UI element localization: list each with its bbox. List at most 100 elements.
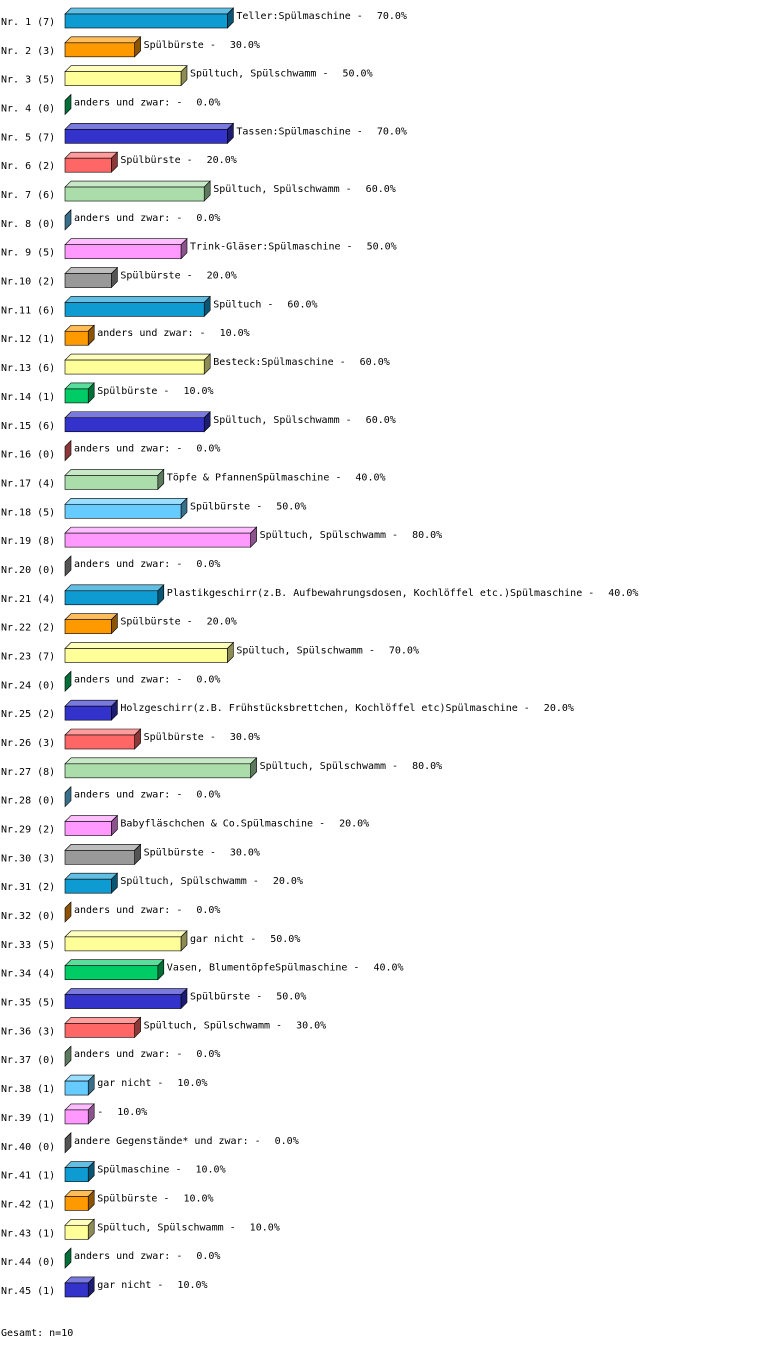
bar-label: anders und zwar: - 0.0% (74, 213, 220, 224)
bar-label-text: Trink-Gläser:Spülmaschine - (190, 242, 353, 253)
bar-label-text: Holzgeschirr(z.B. Frühstücksbrettchen, K… (120, 703, 529, 714)
value-label: 0.0% (196, 98, 220, 109)
bar-label-text: Spültuch, Spülschwamm - (260, 530, 398, 541)
value-label: 20.0% (207, 617, 237, 628)
bar-top (64, 151, 119, 159)
bar-label: Spülbürste - 20.0% (120, 155, 236, 166)
bar-label: anders und zwar: - 0.0% (74, 98, 220, 109)
value-label: 0.0% (196, 674, 220, 685)
bar-top (64, 584, 165, 592)
bar-label: Spültuch, Spülschwamm - 60.0% (213, 184, 396, 195)
value-label: 10.0% (183, 386, 213, 397)
value-label: 50.0% (276, 992, 306, 1003)
value-label: 70.0% (377, 126, 407, 137)
bar (64, 590, 159, 606)
bar-label-text: Tassen:Spülmaschine - (236, 126, 362, 137)
bar-label-text: anders und zwar: - (74, 790, 182, 801)
value-label: 10.0% (250, 1222, 280, 1233)
bar (64, 648, 228, 663)
bar-label-text: Spülmaschine - (97, 1165, 181, 1176)
value-label: 10.0% (220, 328, 250, 339)
value-label: 0.0% (196, 790, 220, 801)
bar-label-text: gar nicht - (97, 1280, 163, 1291)
row-label: Nr.38 (1) (1, 1084, 55, 1095)
value-label: 10.0% (195, 1165, 225, 1176)
bar-label-text: gar nicht - (97, 1078, 163, 1089)
bar-top (64, 123, 235, 130)
row-label: Nr.37 (0) (1, 1055, 55, 1066)
bar-top (64, 988, 188, 995)
bar (64, 619, 112, 634)
bar-label-text: anders und zwar: - (74, 1251, 182, 1262)
value-label: 70.0% (389, 645, 419, 656)
bar-label: Spülbürste - 30.0% (144, 732, 260, 743)
row-label: Nr.16 (0) (1, 450, 55, 461)
bar (64, 734, 135, 750)
bar-label: anders und zwar: - 10.0% (97, 328, 249, 339)
bar (64, 129, 228, 144)
bar-side (64, 209, 72, 231)
bar-label-text: Spülbürste - (190, 992, 262, 1003)
bar (64, 1282, 89, 1298)
bar-top (64, 36, 142, 44)
bar-label: anders und zwar: - 0.0% (74, 1251, 220, 1262)
bar-label: Plastikgeschirr(z.B. Aufbewahrungsdosen,… (167, 588, 639, 599)
value-label: 20.0% (207, 155, 237, 166)
bar-label: gar nicht - 10.0% (97, 1280, 207, 1291)
row-label: Nr. 4 (0) (1, 104, 55, 115)
bar-label-text: gar nicht - (190, 934, 256, 945)
bar-label-text: Spültuch, Spülschwamm - (97, 1222, 235, 1233)
bar-label-text: Spülbürste - (97, 386, 169, 397)
bar-top (64, 815, 119, 822)
bar-label-text: Teller:Spülmaschine - (236, 11, 362, 22)
value-label: 20.0% (544, 703, 574, 714)
row-label: Nr.27 (8) (1, 767, 55, 778)
row-label: Nr.31 (2) (1, 882, 55, 893)
bar-label-text: Spülbürste - (144, 847, 216, 858)
row-label: Nr.28 (0) (1, 796, 55, 807)
bar-label: gar nicht - 10.0% (97, 1078, 207, 1089)
row-label: Nr.32 (0) (1, 911, 55, 922)
bar (64, 936, 182, 952)
bar-side (64, 670, 72, 693)
bar-top (64, 699, 119, 707)
bar-label-text: anders und zwar: - (74, 905, 182, 916)
row-label: Nr.25 (2) (1, 709, 55, 720)
bar-label-text: Spültuch, Spülschwamm - (190, 69, 328, 80)
row-label: Nr.42 (1) (1, 1199, 55, 1210)
bar-label: Spülbürste - 50.0% (190, 992, 306, 1003)
bar (64, 1167, 89, 1182)
bar-label-text: anders und zwar: - (97, 328, 205, 339)
row-label: Nr. 7 (6) (1, 190, 55, 201)
bar (64, 503, 182, 519)
row-label: Nr.20 (0) (1, 565, 55, 576)
bar (64, 302, 205, 317)
value-label: 10.0% (117, 1107, 147, 1118)
bar (64, 157, 112, 173)
bar-label: Spültuch, Spülschwamm - 60.0% (213, 415, 396, 426)
bar-label-text: anders und zwar: - (74, 559, 182, 570)
bar-top (64, 7, 235, 15)
bar-label: Teller:Spülmaschine - 70.0% (236, 11, 407, 22)
bar-top (64, 642, 235, 649)
bar-label-text: Spülbürste - (144, 40, 216, 51)
bar-label-text: Spültuch, Spülschwamm - (236, 645, 374, 656)
bar-label-text: Spültuch, Spülschwamm - (260, 761, 398, 772)
row-label: Nr.35 (5) (1, 998, 55, 1009)
bar-label-text: anders und zwar: - (74, 674, 182, 685)
bar-label: anders und zwar: - 0.0% (74, 1049, 220, 1060)
row-label: Nr.41 (1) (1, 1171, 55, 1182)
bar-side (64, 1045, 72, 1067)
value-label: 20.0% (339, 819, 369, 830)
bar-top (64, 930, 188, 938)
value-label: 30.0% (296, 1020, 326, 1031)
row-label: Nr.10 (2) (1, 277, 55, 288)
bar-label: Spülbürste - 30.0% (144, 40, 260, 51)
row-label: Nr.14 (1) (1, 392, 55, 403)
bar (64, 878, 112, 894)
row-label: Nr.34 (4) (1, 969, 55, 980)
row-label: Nr. 5 (7) (1, 132, 55, 143)
row-label: Nr.21 (4) (1, 594, 55, 605)
row-label: Nr. 6 (2) (1, 161, 55, 172)
row-label: Nr.26 (3) (1, 738, 55, 749)
